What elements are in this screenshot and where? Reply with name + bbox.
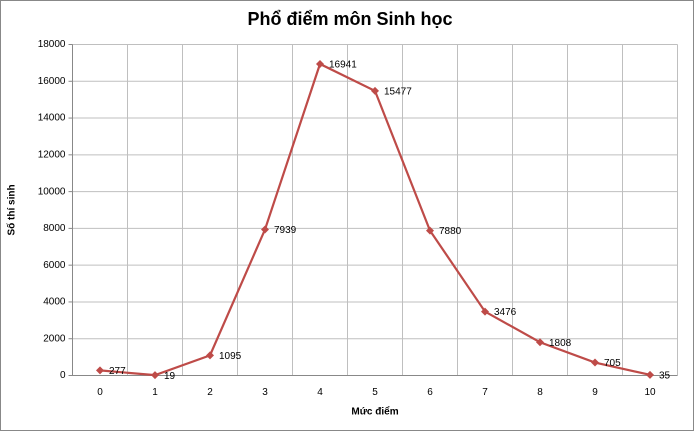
- marker: [481, 307, 489, 316]
- data-label: 16941: [329, 60, 357, 71]
- y-tick-label: 8000: [43, 223, 66, 234]
- x-tick-label: 2: [207, 387, 213, 398]
- marker: [96, 366, 104, 375]
- y-tick-label: 2000: [43, 333, 66, 344]
- data-label: 1095: [219, 351, 242, 362]
- x-tick-label: 4: [317, 387, 323, 398]
- marker: [426, 226, 434, 235]
- y-tick-label: 0: [60, 370, 66, 381]
- y-tick-label: 10000: [38, 186, 66, 197]
- data-label: 7939: [274, 225, 297, 236]
- x-axis-label: Mức điểm: [351, 406, 398, 418]
- marker: [536, 338, 544, 347]
- data-label: 705: [604, 358, 621, 369]
- x-tick-label: 6: [427, 387, 433, 398]
- marker: [646, 370, 654, 379]
- y-tick-label: 16000: [38, 76, 66, 87]
- y-tick-label: 12000: [38, 149, 66, 160]
- marker: [371, 86, 379, 95]
- marker: [316, 59, 324, 68]
- marker: [206, 351, 214, 360]
- x-tick-label: 10: [644, 387, 656, 398]
- marker: [591, 358, 599, 367]
- x-tick-label: 1: [152, 387, 158, 398]
- marker: [151, 371, 159, 380]
- x-tick-label: 9: [592, 387, 598, 398]
- x-tick-label: 0: [97, 387, 103, 398]
- y-tick-label: 6000: [43, 260, 66, 271]
- data-label: 3476: [494, 307, 517, 318]
- data-label: 277: [109, 366, 126, 377]
- y-tick-label: 18000: [38, 39, 66, 50]
- data-label: 7880: [439, 226, 462, 237]
- y-tick-label: 4000: [43, 297, 66, 308]
- x-tick-label: 3: [262, 387, 268, 398]
- x-tick-label: 8: [537, 387, 543, 398]
- y-tick-label: 14000: [38, 113, 66, 124]
- x-tick-label: 5: [372, 387, 378, 398]
- data-label: 35: [659, 370, 671, 381]
- data-label: 19: [164, 371, 176, 382]
- y-axis-label: Số thí sinh: [6, 184, 18, 235]
- data-label: 15477: [384, 87, 412, 98]
- marker: [261, 225, 269, 234]
- data-label: 1808: [549, 338, 572, 349]
- chart-title: Phổ điểm môn Sinh học: [247, 9, 452, 29]
- x-tick-label: 7: [482, 387, 488, 398]
